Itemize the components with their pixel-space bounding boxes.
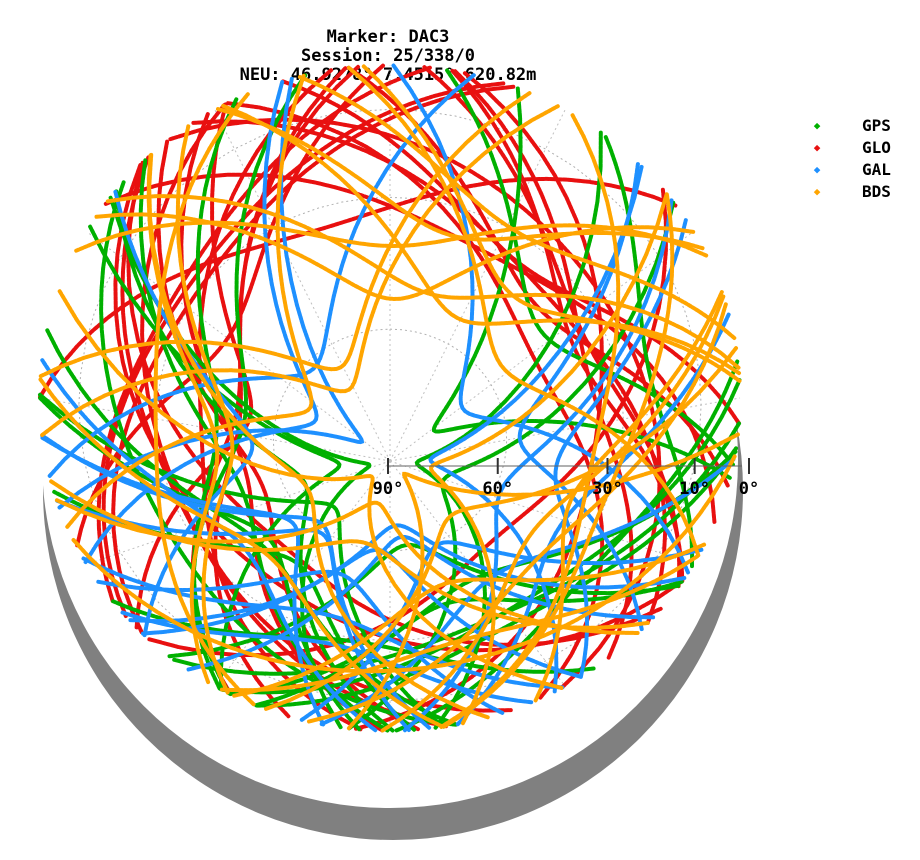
legend-label-gal: GAL bbox=[862, 159, 891, 179]
track-bds bbox=[429, 192, 669, 726]
track-bds bbox=[442, 192, 675, 729]
track-bds bbox=[94, 212, 696, 302]
track-bds bbox=[307, 302, 728, 724]
track-gps bbox=[111, 599, 596, 674]
legend: ◆ GPS ◆ GLO ◆ GAL ◆ BDS bbox=[812, 114, 891, 202]
tick-label-30: 30° bbox=[592, 479, 623, 499]
track-bds bbox=[221, 103, 741, 376]
track-bds bbox=[380, 294, 726, 733]
track-gal bbox=[455, 312, 731, 727]
legend-marker-glo: ◆ bbox=[813, 140, 821, 154]
track-glo bbox=[134, 102, 254, 630]
track-bds bbox=[54, 498, 640, 635]
tick-label-90: 90° bbox=[373, 479, 404, 499]
track-bds bbox=[533, 290, 724, 703]
legend-marker-gal: ◆ bbox=[813, 162, 821, 176]
legend-item-glo: ◆ GLO bbox=[812, 136, 891, 158]
track-bds bbox=[175, 124, 235, 695]
legend-marker-gps: ◆ bbox=[813, 118, 821, 132]
grid-spoke-60 bbox=[389, 231, 694, 462]
track-gps bbox=[347, 200, 676, 731]
track-bds bbox=[297, 74, 737, 340]
track-gal bbox=[40, 358, 378, 733]
legend-item-bds: ◆ BDS bbox=[812, 180, 891, 202]
legend-label-gps: GPS bbox=[862, 115, 891, 135]
track-gal bbox=[391, 63, 690, 575]
legend-item-gps: ◆ GPS bbox=[812, 114, 891, 136]
track-gal bbox=[402, 198, 674, 733]
track-bds bbox=[65, 73, 314, 529]
series-layer bbox=[38, 63, 742, 733]
track-gal bbox=[517, 161, 644, 632]
tick-label-0: 0° bbox=[739, 479, 759, 499]
track-gps bbox=[431, 86, 732, 480]
track-bds bbox=[57, 288, 564, 690]
track-bds bbox=[38, 91, 532, 379]
track-bds bbox=[439, 112, 621, 729]
track-bds bbox=[346, 432, 740, 731]
title-session: Session: 25/338/0 bbox=[301, 46, 475, 66]
track-bds bbox=[49, 479, 650, 630]
legend-marker-bds: ◆ bbox=[813, 184, 821, 198]
tick-label-10: 10° bbox=[679, 479, 710, 499]
legend-label-bds: BDS bbox=[862, 181, 891, 201]
track-gal bbox=[553, 218, 688, 679]
grid-ring-30 bbox=[156, 196, 624, 642]
track-gps bbox=[167, 542, 681, 659]
tick-label-60: 60° bbox=[482, 479, 513, 499]
track-bds bbox=[264, 346, 738, 711]
track-gps bbox=[255, 446, 738, 708]
legend-item-gal: ◆ GAL bbox=[812, 158, 891, 180]
track-bds bbox=[215, 106, 705, 251]
grid-spoke-330 bbox=[214, 109, 391, 462]
track-gal bbox=[319, 456, 737, 727]
track-bds bbox=[105, 194, 741, 370]
track-bds bbox=[40, 104, 560, 437]
series-bds bbox=[38, 64, 742, 733]
elevation-axis: 90° 60° 30° 10° 0° bbox=[373, 458, 759, 499]
track-gps bbox=[444, 67, 735, 467]
track-glo bbox=[147, 187, 668, 658]
title-marker: Marker: DAC3 bbox=[326, 27, 450, 47]
track-glo bbox=[111, 84, 516, 635]
legend-label-glo: GLO bbox=[862, 137, 891, 157]
track-gal bbox=[428, 164, 644, 694]
track-gal bbox=[83, 79, 319, 565]
track-bds bbox=[232, 542, 707, 698]
